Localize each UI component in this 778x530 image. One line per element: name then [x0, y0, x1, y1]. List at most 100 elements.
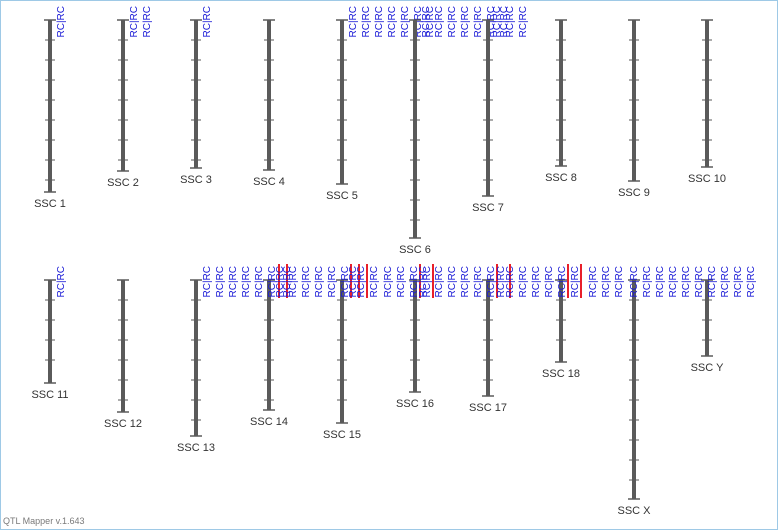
qtl-label[interactable]: RC|RC: [340, 266, 351, 297]
qtl-label[interactable]: RC|RC: [496, 266, 507, 297]
qtl-label[interactable]: RC|RC: [267, 266, 278, 297]
qtl-label[interactable]: RC|RC: [629, 266, 640, 297]
qtl-label[interactable]: RC|RC: [383, 266, 394, 297]
qtl-label[interactable]: RC|RC: [733, 266, 744, 297]
qtl-highlight-bar: [278, 264, 280, 298]
qtl-label[interactable]: RC|RC: [422, 266, 433, 297]
qtl-label[interactable]: RC|RC: [694, 266, 705, 297]
qtl-label[interactable]: RC|RC: [447, 6, 458, 37]
qtl-label[interactable]: RC|RC: [518, 266, 529, 297]
qtl-label[interactable]: RC|RC: [499, 6, 510, 37]
qtl-label[interactable]: RC|RC: [707, 266, 718, 297]
qtl-label[interactable]: RC|RC: [486, 6, 497, 37]
qtl-label[interactable]: RC|RC: [434, 6, 445, 37]
chromosome-label: SSC X: [617, 505, 651, 517]
qtl-label[interactable]: RC|RC: [374, 6, 385, 37]
qtl-label[interactable]: RC|RC: [314, 266, 325, 297]
qtl-highlight-bar: [509, 264, 511, 298]
qtl-label[interactable]: RC|RC: [460, 6, 471, 37]
qtl-label[interactable]: RC|RC: [720, 266, 731, 297]
qtl-label[interactable]: RC|RC: [570, 266, 581, 297]
qtl-highlight-bar: [419, 264, 421, 298]
qtl-highlight-bar: [580, 264, 582, 298]
qtl-label[interactable]: RC|RC: [409, 266, 420, 297]
qtl-label[interactable]: RC|RC: [421, 6, 432, 37]
qtl-label[interactable]: RC|RC: [544, 266, 555, 297]
qtl-label[interactable]: RC|RC: [56, 266, 67, 297]
qtl-label[interactable]: RC|RC: [254, 266, 265, 297]
qtl-label[interactable]: RC|RC: [275, 266, 286, 297]
qtl-label[interactable]: RC|RC: [486, 266, 497, 297]
qtl-label[interactable]: RC|RC: [601, 266, 612, 297]
qtl-label[interactable]: RC|RC: [369, 266, 380, 297]
qtl-label[interactable]: RC|RC: [327, 266, 338, 297]
qtl-label[interactable]: RC|RC: [505, 266, 516, 297]
qtl-label[interactable]: RC|RC: [241, 266, 252, 297]
qtl-label[interactable]: RC|RC: [473, 6, 484, 37]
qtl-label[interactable]: RC|RC: [505, 6, 516, 37]
chromosome-label: SSC 10: [688, 173, 726, 185]
chromosome-label: SSC 12: [104, 418, 142, 430]
version-label: QTL Mapper v.1.643: [3, 516, 85, 526]
qtl-label[interactable]: RC|RC: [215, 266, 226, 297]
qtl-label[interactable]: RC|RC: [400, 6, 411, 37]
qtl-label[interactable]: RC|RC: [655, 266, 666, 297]
qtl-label[interactable]: RC|RC: [425, 6, 436, 37]
qtl-label[interactable]: RC|RC: [288, 266, 299, 297]
qtl-label[interactable]: RC|RC: [387, 6, 398, 37]
chromosome-label: SSC 8: [545, 172, 577, 184]
qtl-label[interactable]: RC|RC: [746, 266, 757, 297]
qtl-label[interactable]: RC|RC: [282, 266, 293, 297]
qtl-label[interactable]: RC|RC: [588, 266, 599, 297]
qtl-label[interactable]: RC|RC: [531, 266, 542, 297]
qtl-label[interactable]: RC|RC: [418, 266, 429, 297]
qtl-label[interactable]: RC|RC: [447, 266, 458, 297]
qtl-label[interactable]: RC|RC: [681, 266, 692, 297]
qtl-label[interactable]: RC|RC: [361, 6, 372, 37]
chromosome-label: SSC 5: [326, 190, 358, 202]
qtl-label[interactable]: RC|RC: [202, 266, 213, 297]
qtl-highlight-bar: [366, 264, 368, 298]
qtl-label[interactable]: RC|RC: [56, 6, 67, 37]
qtl-label[interactable]: RC|RC: [129, 6, 140, 37]
qtl-label[interactable]: RC|RC: [473, 266, 484, 297]
chromosome-label: SSC 7: [472, 202, 504, 214]
qtl-label[interactable]: RC|RC: [356, 266, 367, 297]
chromosome-label: SSC 6: [399, 244, 431, 256]
chromosome-label: SSC 16: [396, 398, 434, 410]
qtl-label[interactable]: RC|RC: [642, 266, 653, 297]
qtl-label[interactable]: RC|RC: [142, 6, 153, 37]
chromosome-label: SSC 15: [323, 429, 361, 441]
qtl-label[interactable]: RC|RC: [228, 266, 239, 297]
qtl-label[interactable]: RC|RC: [301, 266, 312, 297]
qtl-label[interactable]: RC|RC: [614, 266, 625, 297]
qtl-highlight-bar: [350, 264, 352, 298]
qtl-label[interactable]: RC|RC: [668, 266, 679, 297]
qtl-label[interactable]: RC|RC: [518, 6, 529, 37]
chromosome-ssc-1: RC|RC SSC 1: [34, 6, 67, 210]
qtl-label[interactable]: RC|RC: [434, 266, 445, 297]
chromosome-ssc-11: RC|RC SSC 11: [31, 266, 68, 401]
qtl-label[interactable]: RC|RC: [460, 266, 471, 297]
qtl-label[interactable]: RC|RC: [492, 6, 503, 37]
qtl-label[interactable]: RC|RC: [413, 6, 424, 37]
qtl-label[interactable]: RC|RC: [396, 266, 407, 297]
chromosome-label: SSC 9: [618, 187, 650, 199]
qtl-label[interactable]: RC|RC: [348, 266, 359, 297]
chromosome-ssc-10: SSC 10: [688, 19, 726, 185]
qtl-label[interactable]: RC|RC: [557, 266, 568, 297]
qtl-label[interactable]: RC|RC: [348, 6, 359, 37]
qtl-highlight-bar: [496, 264, 498, 298]
qtl-label[interactable]: RC|RC: [202, 6, 213, 37]
chromosome-label: SSC 18: [542, 368, 580, 380]
qtl-highlight-bar: [567, 264, 569, 298]
